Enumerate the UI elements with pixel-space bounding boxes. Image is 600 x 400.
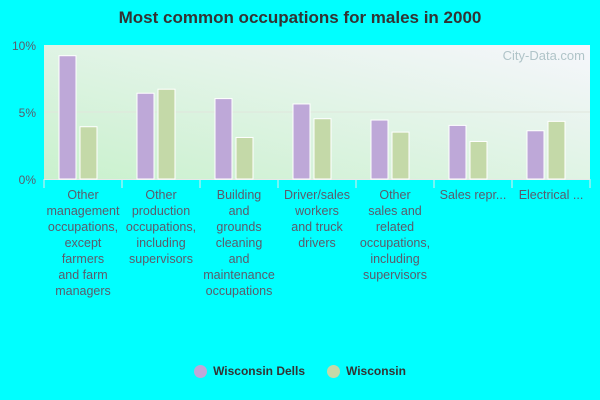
x-tick-label: Other sales and related occupations, inc… <box>359 188 431 282</box>
bar-wisconsin <box>235 136 254 180</box>
x-tick-label: Electrical ... <box>518 188 584 202</box>
legend-label: Wisconsin Dells <box>213 364 305 378</box>
bar-wisconsin-dells <box>214 98 233 180</box>
y-tick-label: 5% <box>19 106 37 120</box>
bar-wisconsin <box>391 131 410 180</box>
bar-wisconsin-dells <box>136 92 155 180</box>
bar-wisconsin-dells <box>370 119 389 180</box>
legend-label: Wisconsin <box>346 364 406 378</box>
legend-marker-icon <box>194 364 208 378</box>
legend: Wisconsin Dells Wisconsin <box>0 364 600 378</box>
bar-wisconsin <box>157 88 176 180</box>
bar-wisconsin-dells <box>448 124 467 180</box>
bar-wisconsin <box>469 140 488 180</box>
bar-wisconsin-dells <box>58 55 77 180</box>
legend-item: Wisconsin Dells <box>194 364 305 378</box>
bar-wisconsin <box>313 118 332 180</box>
x-tick-label: Sales repr... <box>439 188 507 202</box>
watermark: City-Data.com <box>503 48 585 63</box>
x-tick-label: Other management occupations, except far… <box>46 188 120 298</box>
bar-wisconsin <box>79 126 98 180</box>
bar-wisconsin <box>547 120 566 180</box>
x-tick-label: Driver/sales workers and truck drivers <box>284 188 350 250</box>
y-tick-label: 0% <box>19 173 37 187</box>
y-tick-label: 10% <box>12 39 36 53</box>
x-tick-label: Other production occupations, including … <box>125 188 197 266</box>
bar-wisconsin-dells <box>292 103 311 180</box>
bar-wisconsin-dells <box>526 130 545 180</box>
x-tick-label: Building and grounds cleaning and mainte… <box>203 188 275 298</box>
chart-title: Most common occupations for males in 200… <box>118 8 482 27</box>
legend-marker-icon <box>327 364 340 378</box>
legend-item: Wisconsin <box>327 364 406 378</box>
